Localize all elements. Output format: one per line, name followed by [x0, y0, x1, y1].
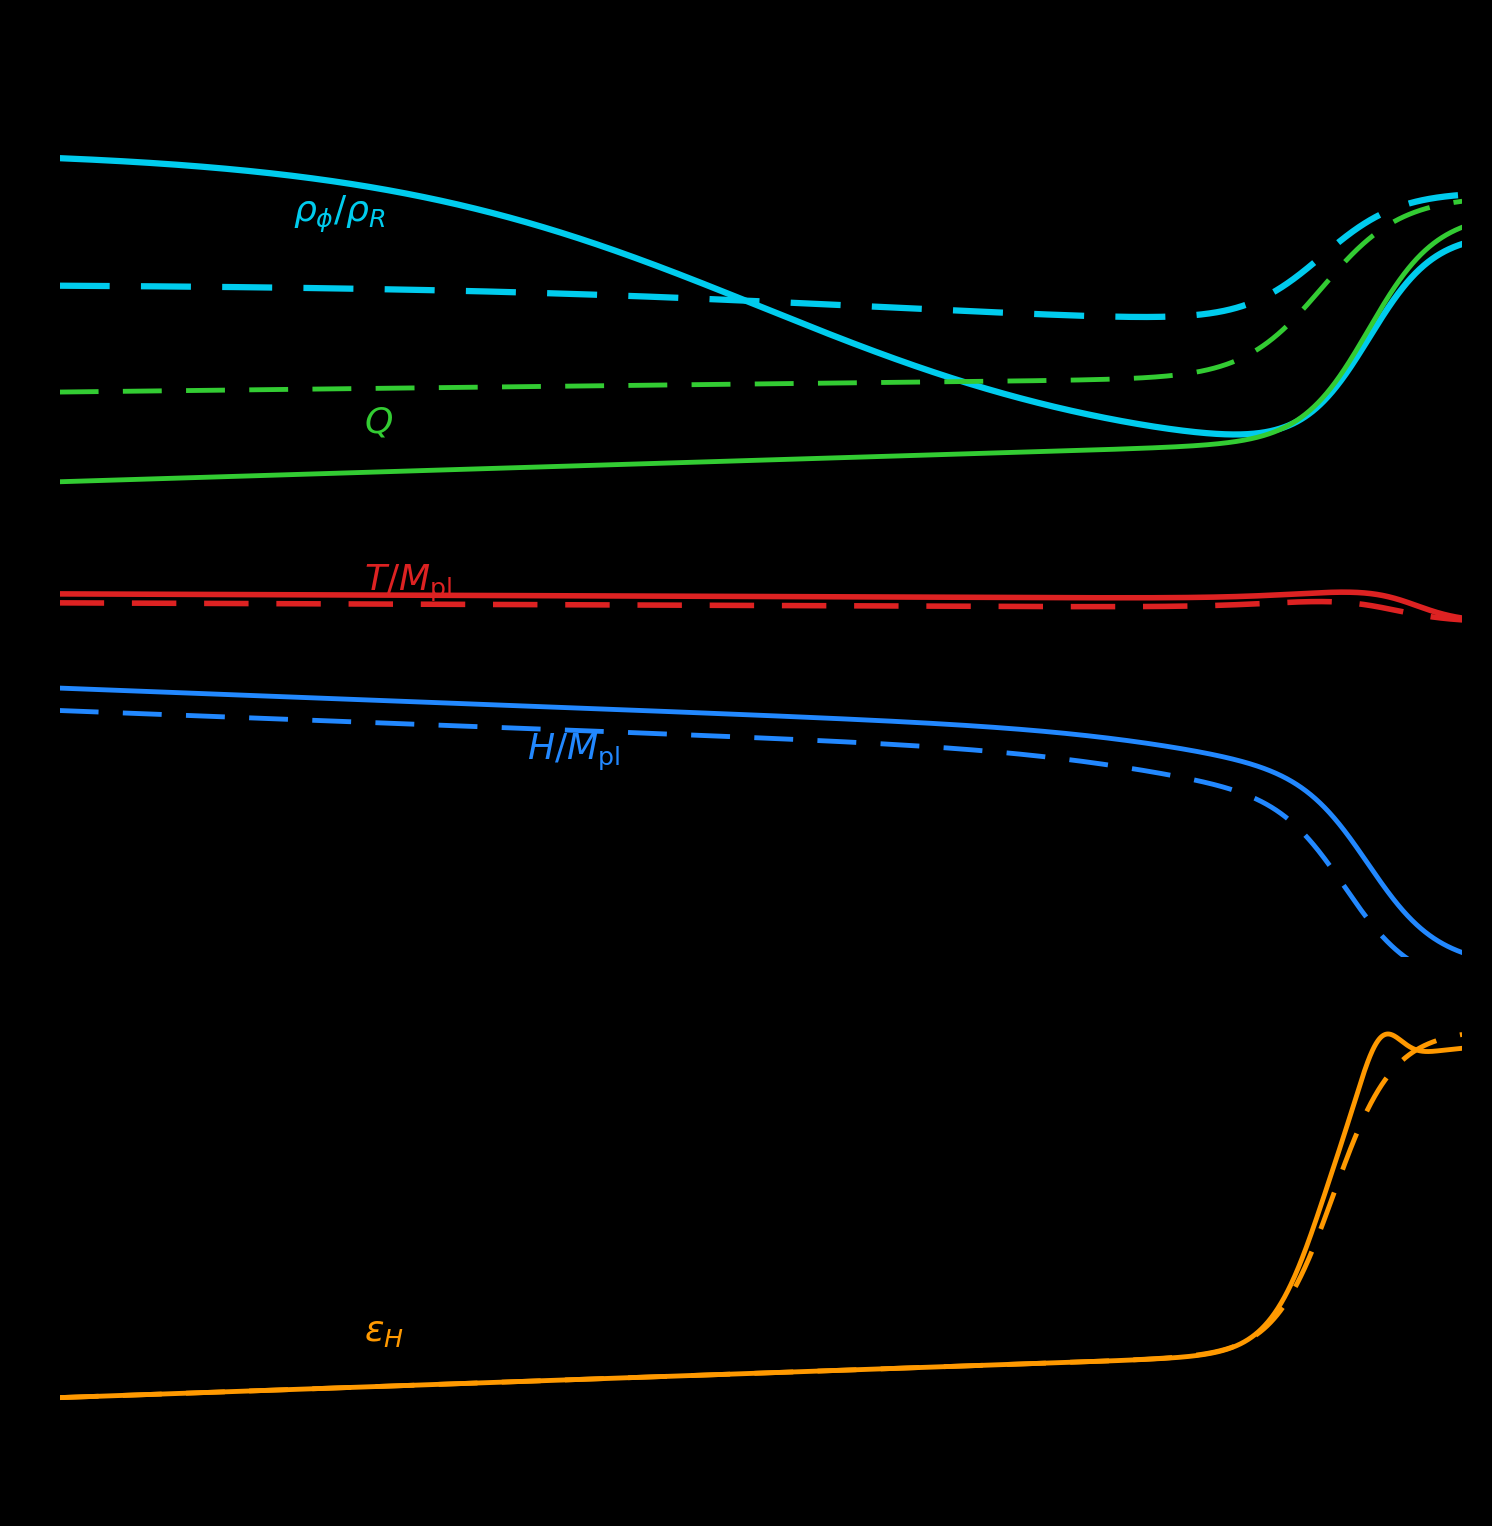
Text: $T/M_{\rm pl}$: $T/M_{\rm pl}$ [364, 563, 452, 604]
Text: $H/M_{\rm pl}$: $H/M_{\rm pl}$ [527, 732, 621, 772]
Text: $\rho_\phi/\rho_R$: $\rho_\phi/\rho_R$ [294, 194, 386, 235]
Text: $Q$: $Q$ [364, 406, 392, 439]
Text: $\epsilon_H$: $\epsilon_H$ [364, 1314, 403, 1349]
